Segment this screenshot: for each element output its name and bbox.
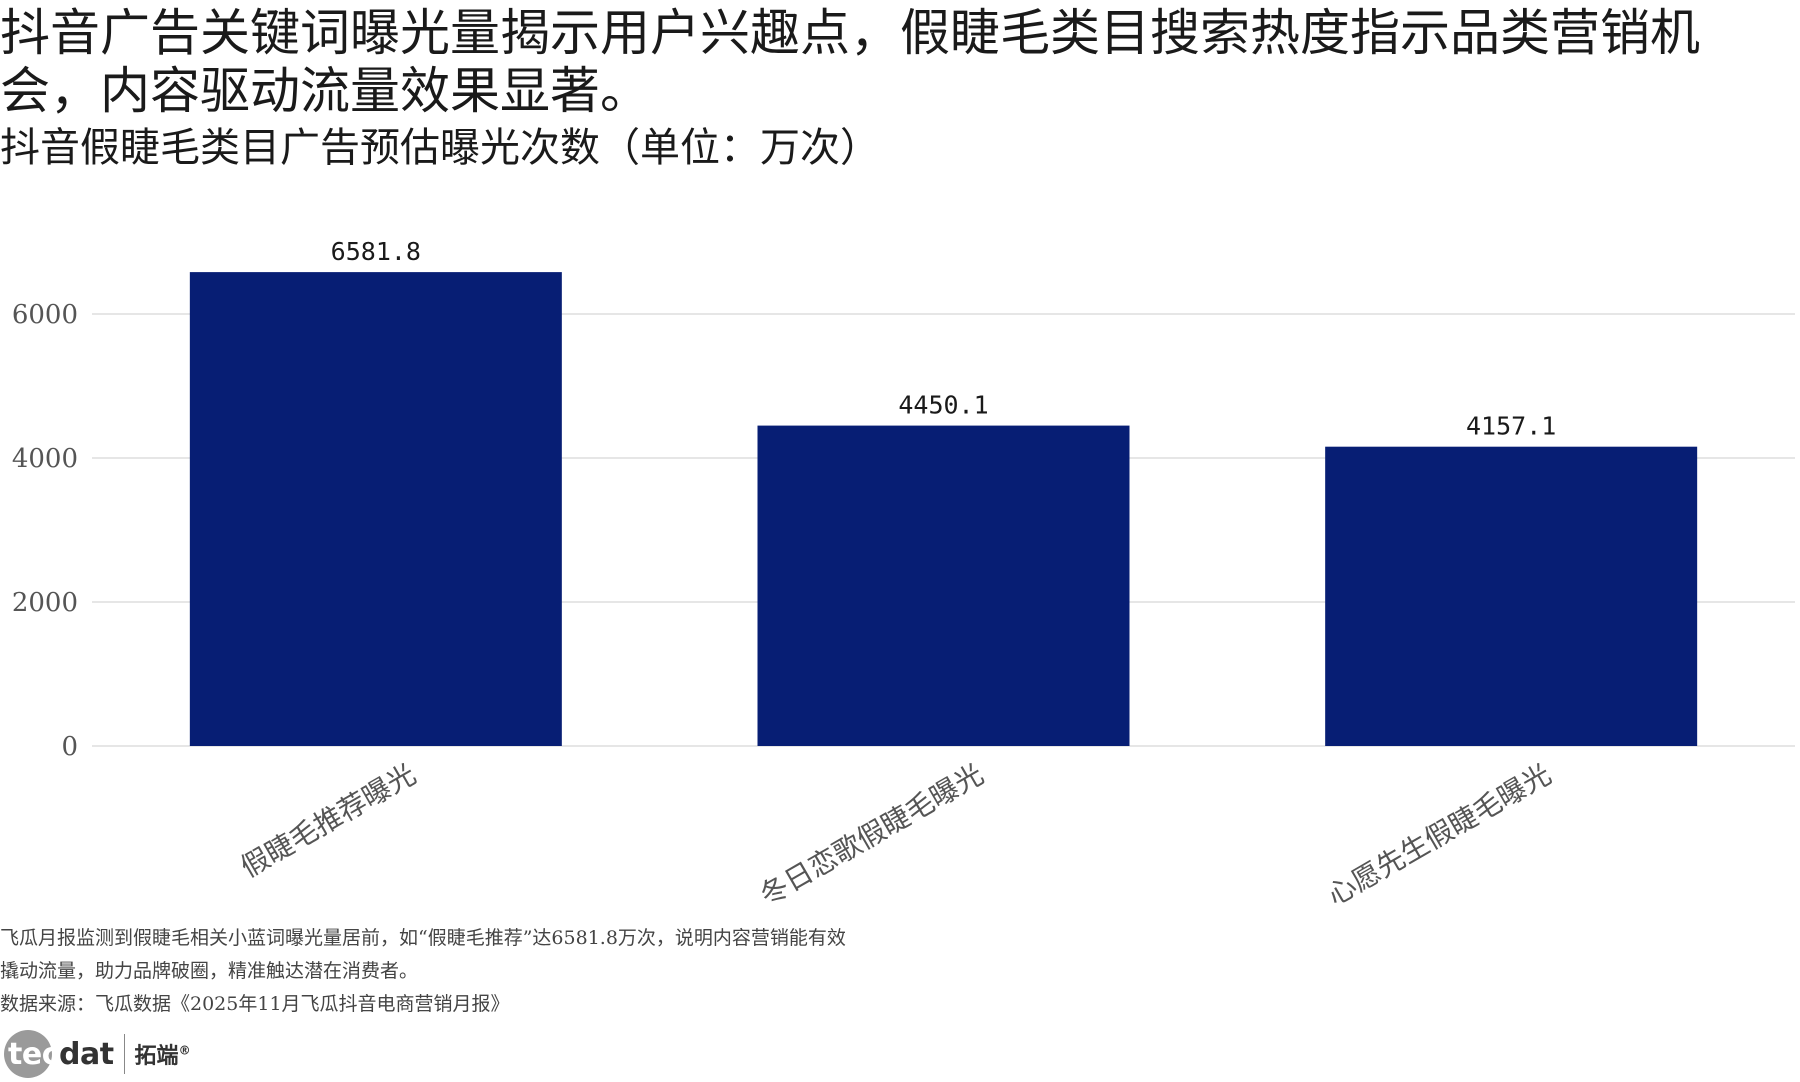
bar (757, 425, 1130, 746)
x-tick-label: 假睫毛推荐曝光 (235, 757, 421, 884)
x-tick-label: 心愿先生假睫毛曝光 (1322, 757, 1557, 912)
source-note: 数据来源：飞瓜数据《2025年11月飞瓜抖音电商营销月报》 (0, 993, 510, 1015)
logo-divider (123, 1034, 125, 1074)
x-tick-label: 冬日恋歌假睫毛曝光 (754, 757, 989, 912)
bar-value-label: 4450.1 (898, 391, 988, 420)
bar-value-label: 4157.1 (1466, 412, 1556, 441)
y-tick-label: 4000 (12, 444, 78, 474)
bar-chart: 0 2000 4000 6000 6581.8 假睫毛推荐曝光 4450.1 冬日恋歌假睫毛曝… (12, 237, 1795, 912)
y-tick-label: 2000 (12, 588, 78, 618)
logo-wordmark: tecdat (8, 1036, 114, 1072)
chart-notes: 飞瓜月报监测到假睫毛相关小蓝词曝光量居前，如“假睫毛推荐”达6581.8万次，说… (0, 922, 1100, 1021)
logo-cn-name: 拓端® (134, 1043, 191, 1069)
bar (189, 272, 562, 746)
logo-circle-icon (4, 1030, 52, 1078)
y-tick-label: 0 (61, 732, 78, 762)
y-tick-label: 6000 (12, 300, 78, 330)
note-line-1: 飞瓜月报监测到假睫毛相关小蓝词曝光量居前，如“假睫毛推荐”达6581.8万次，说… (0, 927, 846, 949)
bar (1325, 446, 1698, 746)
note-line-2: 撬动流量，助力品牌破圈，精准触达潜在消费者。 (0, 960, 419, 982)
chart-headline: 抖音广告关键词曝光量揭示用户兴趣点，假睫毛类目搜索热度指示品类营销机会，内容驱动… (0, 4, 1700, 120)
brand-logo: tecdat 拓端® (2, 1026, 191, 1082)
chart-subtitle: 抖音假睫毛类目广告预估曝光次数（单位：万次） (0, 125, 880, 171)
bar-value-label: 6581.8 (331, 237, 421, 266)
